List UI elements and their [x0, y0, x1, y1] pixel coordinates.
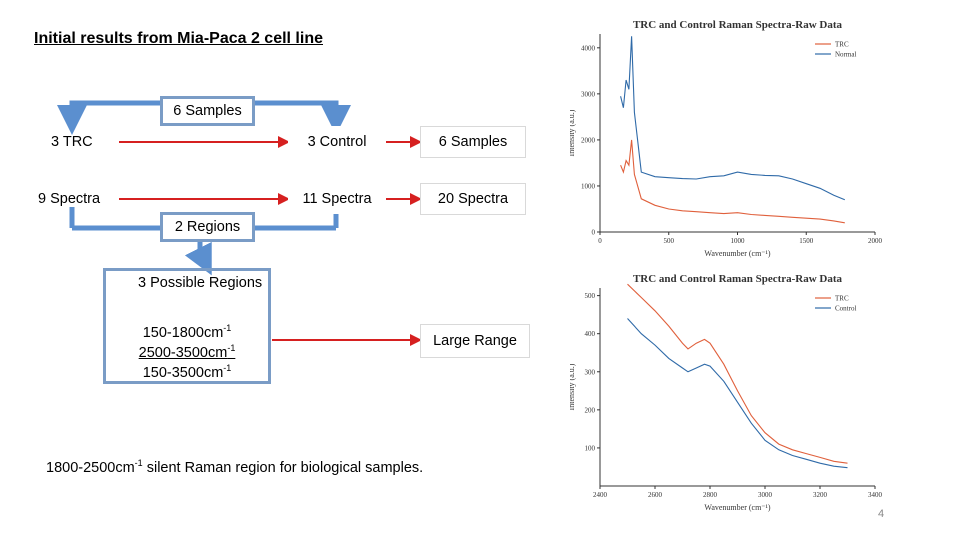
range-3: 150-3500cm-1 [142, 363, 232, 381]
large-range-box: Large Range [420, 324, 530, 358]
x-axis-label: Wavenumber (cm⁻¹) [704, 249, 771, 258]
range-1: 150-1800cm-1 [142, 323, 232, 341]
raman-chart-high-range: TRC and Control Raman Spectra-Raw Data 24… [570, 273, 883, 512]
y-tick-label: 1000 [581, 182, 596, 190]
x-tick-label: 2400 [593, 491, 608, 499]
x-tick-label: 1500 [799, 237, 814, 245]
x-tick-label: 2600 [648, 491, 663, 499]
silent-region-note: 1800-2500cm-1 silent Raman region for bi… [46, 458, 424, 476]
y-axis-label: Intensity (a.u.) [570, 109, 576, 156]
chart-title: TRC and Control Raman Spectra-Raw Data [633, 273, 843, 285]
possible-regions-heading: 3 Possible Regions [138, 275, 263, 291]
y-tick-label: 300 [585, 368, 596, 376]
y-tick-label: 0 [592, 229, 596, 237]
arrow-samples-to-control [255, 100, 351, 135]
page-number: 4 [878, 508, 885, 520]
possible-regions-box: 3 Possible Regions 150-1800cm-1 2500-350… [103, 268, 271, 384]
arrow-regions-to-possible [184, 240, 212, 276]
series-line-trc [627, 283, 848, 464]
trc-label: 3 TRC [51, 134, 93, 150]
spectra-mid-box: 11 Spectra [288, 183, 386, 214]
x-axis-label: Wavenumber (cm⁻¹) [704, 503, 771, 512]
chart-title: TRC and Control Raman Spectra-Raw Data [633, 19, 843, 31]
y-tick-label: 2000 [581, 136, 596, 144]
x-tick-label: 2800 [703, 491, 718, 499]
x-tick-label: 500 [664, 237, 675, 245]
regions-box: 2 Regions [160, 212, 255, 242]
spectra-total-box: 20 Spectra [420, 183, 526, 215]
y-axis-label: Intensity (a.u.) [570, 363, 576, 410]
x-tick-label: 2000 [868, 237, 883, 245]
x-tick-label: 0 [598, 237, 602, 245]
legend-label: TRC [835, 295, 849, 303]
range-2: 2500-3500cm-1 [138, 343, 236, 361]
y-tick-label: 400 [585, 330, 596, 338]
series-line-normal [620, 36, 846, 201]
legend-label: TRC [835, 41, 849, 49]
control-box: 3 Control [288, 126, 386, 157]
samples-total-box: 6 Samples [420, 126, 526, 158]
slide-title: Initial results from Mia-Paca 2 cell lin… [34, 30, 323, 47]
x-tick-label: 3000 [758, 491, 773, 499]
flow-arrows [57, 100, 422, 346]
x-tick-label: 1000 [731, 237, 746, 245]
top-samples-box: 6 Samples [160, 96, 255, 126]
legend-label: Normal [835, 51, 856, 59]
series-line-control [627, 318, 848, 469]
spectra-left-label: 9 Spectra [38, 191, 101, 207]
y-tick-label: 100 [585, 444, 596, 452]
x-tick-label: 3200 [813, 491, 828, 499]
y-tick-label: 3000 [581, 90, 596, 98]
y-tick-label: 4000 [581, 44, 596, 52]
y-tick-label: 500 [585, 292, 596, 300]
raman-chart-full-range: TRC and Control Raman Spectra-Raw Data 0 5… [570, 19, 883, 258]
series-line-trc [620, 139, 845, 224]
legend-label: Control [835, 305, 856, 313]
y-tick-label: 200 [585, 406, 596, 414]
arrow-samples-to-trc [57, 100, 160, 135]
x-tick-label: 3400 [868, 491, 883, 499]
